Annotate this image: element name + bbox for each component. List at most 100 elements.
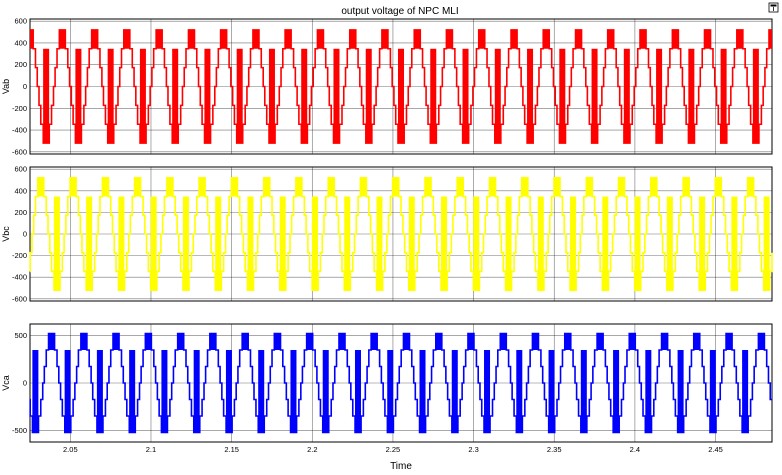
pwm-peak-block: [301, 48, 308, 144]
y-tick-label: -400: [12, 273, 27, 282]
pwm-peak-block: [699, 196, 706, 291]
pwm-peak-block: [451, 350, 458, 433]
pwm-peak-block: [279, 196, 286, 291]
pwm-peak-block: [290, 350, 297, 433]
pwm-peak-block: [414, 29, 421, 49]
pwm-peak-block: [473, 196, 480, 291]
pwm-peak-block: [403, 333, 410, 351]
pwm-peak-block: [129, 350, 136, 433]
pwm-peak-block: [328, 177, 335, 197]
pwm-peak-block: [360, 177, 367, 197]
pwm-peak-block: [500, 333, 507, 351]
pwm-peak-block: [720, 48, 727, 144]
pwm-peak-block: [376, 196, 383, 291]
pwm-peak-block: [204, 48, 211, 144]
pwm-peak-block: [150, 196, 157, 291]
pwm-peak-block: [446, 29, 453, 49]
pwm-peak-block: [747, 177, 754, 197]
pwm-peak-block: [467, 333, 474, 351]
y-tick-label: 600: [14, 17, 27, 26]
pwm-peak-block: [408, 196, 415, 291]
y-tick-label: 0: [23, 379, 27, 388]
pwm-peak-block: [521, 177, 528, 197]
pwm-peak-block: [623, 48, 630, 144]
pwm-peak-block: [484, 350, 491, 433]
pwm-peak-block: [70, 177, 77, 197]
pwm-peak-block: [139, 48, 146, 144]
pwm-peak-block: [537, 196, 544, 291]
pwm-peak-block: [580, 350, 587, 433]
pwm-peak-block: [365, 48, 372, 144]
figure-title: output voltage of NPC MLI: [341, 6, 458, 17]
y-tick-label: -200: [12, 104, 27, 113]
pwm-peak-block: [161, 350, 168, 433]
pwm-peak-block: [209, 333, 216, 351]
x-tick-label: 2.3: [468, 445, 478, 454]
pwm-peak-block: [688, 48, 695, 144]
pwm-peak-block: [118, 196, 125, 291]
dock-icon[interactable]: [768, 2, 779, 13]
pwm-peak-block: [596, 333, 603, 351]
series-line-vbc: [29, 177, 773, 291]
pwm-peak-block: [752, 48, 759, 144]
pwm-peak-block: [188, 29, 195, 49]
pwm-peak-block: [75, 48, 82, 144]
pwm-peak-block: [59, 29, 66, 49]
pwm-peak-block: [570, 196, 577, 291]
pwm-peak-block: [182, 196, 189, 291]
pwm-peak-block: [715, 177, 722, 197]
pwm-peak-block: [607, 29, 614, 49]
pwm-peak-block: [392, 177, 399, 197]
pwm-peak-block: [285, 29, 292, 49]
pwm-peak-block: [317, 29, 324, 49]
pwm-peak-block: [424, 177, 431, 197]
pwm-peak-block: [193, 350, 200, 433]
y-axis-label: Vab: [1, 79, 11, 94]
pwm-peak-block: [725, 333, 732, 351]
pwm-peak-block: [274, 333, 281, 351]
pwm-peak-block: [32, 350, 39, 433]
y-tick-label: 200: [14, 208, 27, 217]
panel-vab: 600 400 200 0 -200 -400 -600 Vab: [1, 17, 773, 156]
x-tick-label: 2.25: [386, 445, 401, 454]
y-tick-label: 600: [14, 165, 27, 174]
pwm-peak-block: [575, 29, 582, 49]
pwm-peak-block: [602, 196, 609, 291]
pwm-peak-block: [199, 177, 206, 197]
pwm-peak-block: [634, 196, 641, 291]
pwm-peak-block: [333, 48, 340, 144]
x-tick-label: 2.05: [63, 445, 78, 454]
pwm-peak-block: [527, 48, 534, 144]
y-axis-label: Vbc: [1, 226, 11, 242]
pwm-peak-block: [80, 333, 87, 351]
pwm-peak-block: [510, 29, 517, 49]
pwm-peak-block: [553, 177, 560, 197]
pwm-peak-block: [113, 333, 120, 351]
pwm-peak-block: [650, 177, 657, 197]
pwm-peak-block: [736, 29, 743, 49]
x-tick-label: 2.15: [224, 445, 239, 454]
pwm-peak-block: [435, 333, 442, 351]
pwm-peak-block: [656, 48, 663, 144]
pwm-peak-block: [354, 350, 361, 433]
pwm-peak-block: [96, 350, 103, 433]
pwm-peak-block: [252, 29, 259, 49]
pwm-peak-block: [763, 196, 770, 291]
pwm-peak-block: [258, 350, 265, 433]
pwm-peak-block: [645, 350, 652, 433]
pwm-peak-block: [419, 350, 426, 433]
pwm-peak-block: [682, 177, 689, 197]
pwm-peak-block: [639, 29, 646, 49]
pwm-peak-block: [231, 177, 238, 197]
pwm-peak-block: [564, 333, 571, 351]
x-tick-label: 2.2: [307, 445, 317, 454]
y-tick-label: 0: [23, 82, 27, 91]
pwm-peak-block: [387, 350, 394, 433]
pwm-peak-block: [742, 350, 749, 433]
y-tick-label: -200: [12, 251, 27, 260]
pwm-peak-block: [672, 29, 679, 49]
pwm-peak-block: [704, 29, 711, 49]
pwm-peak-block: [53, 196, 60, 291]
pwm-peak-block: [107, 48, 114, 144]
x-tick-label: 2.1: [146, 445, 156, 454]
